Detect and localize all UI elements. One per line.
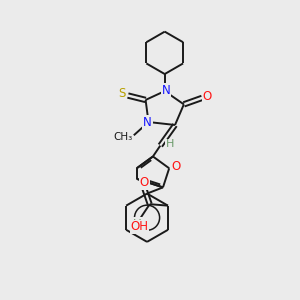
Text: N: N: [161, 84, 170, 97]
Text: S: S: [118, 87, 126, 100]
Text: O: O: [171, 160, 180, 173]
Text: CH₃: CH₃: [113, 132, 132, 142]
Text: O: O: [140, 176, 149, 189]
Text: OH: OH: [130, 220, 148, 233]
Text: H: H: [166, 140, 174, 149]
Text: O: O: [203, 90, 212, 103]
Text: H: H: [133, 218, 142, 231]
Text: N: N: [143, 116, 152, 129]
